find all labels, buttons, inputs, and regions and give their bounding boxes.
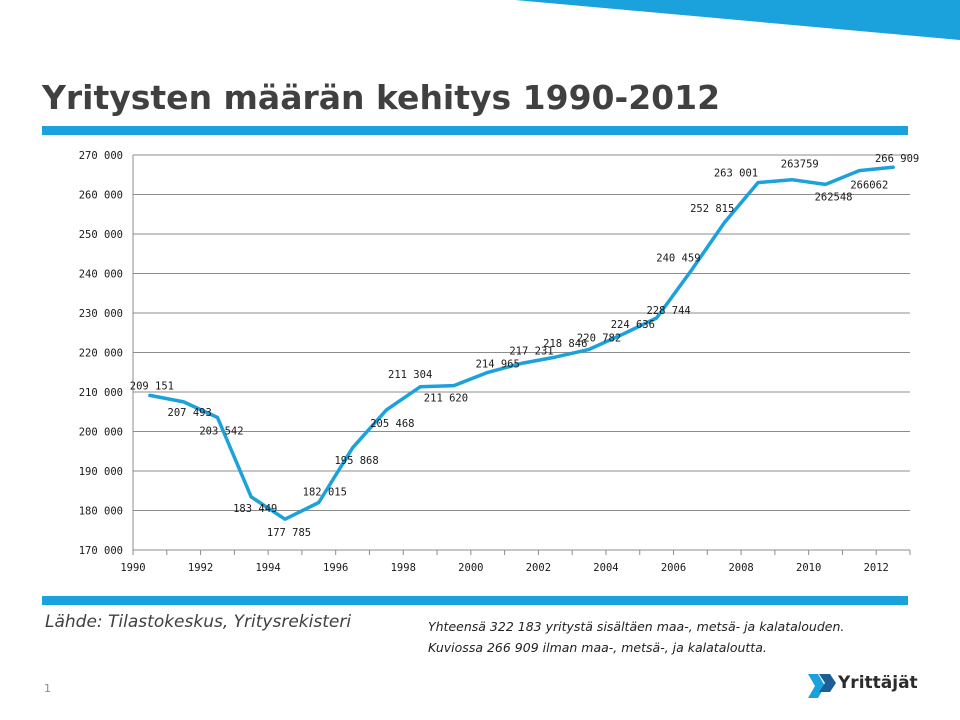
x-tick-label: 1990 bbox=[120, 562, 145, 574]
footer-divider bbox=[42, 596, 908, 605]
y-tick-label: 230 000 bbox=[79, 308, 123, 320]
data-label: 183 449 bbox=[233, 503, 277, 515]
x-tick-label: 1994 bbox=[255, 562, 280, 574]
x-tick-label: 2006 bbox=[661, 562, 686, 574]
data-label: 252 815 bbox=[690, 203, 734, 215]
data-point bbox=[418, 385, 422, 389]
data-point bbox=[587, 348, 591, 351]
data-point bbox=[858, 169, 861, 172]
data-point bbox=[689, 270, 692, 273]
data-label: 182 015 bbox=[303, 487, 347, 499]
axes bbox=[132, 155, 911, 555]
data-label: 211 620 bbox=[424, 393, 468, 405]
x-tick-label: 2004 bbox=[593, 562, 618, 574]
x-tick-label: 2002 bbox=[526, 562, 551, 574]
y-tick-label: 180 000 bbox=[79, 506, 123, 518]
y-tick-label: 270 000 bbox=[79, 150, 123, 162]
data-point bbox=[452, 384, 456, 387]
data-label: 207 493 bbox=[168, 407, 212, 419]
data-point bbox=[182, 400, 185, 404]
data-label: 218 846 bbox=[543, 338, 587, 350]
x-tick-label: 1992 bbox=[188, 562, 213, 574]
y-axis-tick-labels: 170 000 180 000 190 000 200 000 210 000 220 0… bbox=[79, 150, 123, 557]
y-tick-label: 210 000 bbox=[79, 387, 123, 399]
y-tick-label: 260 000 bbox=[79, 190, 123, 202]
y-tick-label: 200 000 bbox=[79, 427, 123, 439]
data-point bbox=[351, 446, 354, 450]
data-point bbox=[891, 166, 895, 169]
data-point bbox=[554, 355, 557, 359]
data-label: 209 151 bbox=[130, 380, 174, 392]
data-label: 266 909 bbox=[875, 153, 919, 165]
y-tick-label: 170 000 bbox=[79, 545, 123, 557]
x-tick-label: 1998 bbox=[391, 562, 416, 574]
line-chart: 170 000 180 000 190 000 200 000 210 000 220 0… bbox=[79, 150, 920, 574]
x-tick-label: 2000 bbox=[458, 562, 483, 574]
data-label: 195 868 bbox=[334, 455, 378, 467]
data-point bbox=[385, 408, 388, 412]
logo-text: Yrittäjät bbox=[838, 673, 918, 693]
data-label: 240 459 bbox=[656, 253, 700, 265]
data-point bbox=[621, 332, 625, 336]
data-label: 211 304 bbox=[388, 369, 432, 381]
data-point bbox=[756, 181, 760, 184]
data-label: 205 468 bbox=[370, 418, 414, 430]
logo-mark-icon bbox=[808, 674, 836, 698]
x-tick-label: 2010 bbox=[796, 562, 821, 574]
data-label: 177 785 bbox=[267, 527, 311, 539]
data-point bbox=[317, 501, 321, 504]
data-label: 224 636 bbox=[611, 319, 655, 331]
data-point bbox=[520, 362, 523, 365]
series-line bbox=[148, 165, 895, 521]
note-chart: Kuviossa 266 909 ilman maa-, metsä-, ja … bbox=[428, 640, 767, 655]
note-total: Yhteensä 322 183 yritystä sisältäen maa-… bbox=[428, 619, 845, 634]
data-label: 263759 bbox=[781, 159, 819, 171]
data-point bbox=[283, 518, 287, 521]
data-label: 263 001 bbox=[714, 168, 758, 180]
y-tick-label: 220 000 bbox=[79, 348, 123, 360]
data-label: 266062 bbox=[850, 180, 888, 192]
gridlines bbox=[133, 154, 910, 511]
data-point bbox=[790, 178, 793, 181]
data-point bbox=[216, 416, 219, 419]
data-point bbox=[655, 316, 658, 320]
series-line-path bbox=[148, 165, 895, 521]
data-labels: 209 151 207 493 203 542 183 449 177 785 182 0… bbox=[130, 153, 919, 539]
title-divider bbox=[42, 126, 908, 135]
x-tick-label: 1996 bbox=[323, 562, 348, 574]
data-point bbox=[722, 221, 726, 225]
page-number: 1 bbox=[44, 682, 51, 695]
data-point bbox=[824, 183, 827, 186]
y-tick-label: 240 000 bbox=[79, 269, 123, 281]
data-label: 203 542 bbox=[199, 426, 243, 438]
data-label: 214 965 bbox=[476, 358, 520, 370]
top-accent-stripe bbox=[515, 0, 960, 40]
x-tick-label: 2012 bbox=[864, 562, 889, 574]
data-label: 217 231 bbox=[509, 345, 553, 357]
y-tick-label: 250 000 bbox=[79, 229, 123, 241]
data-label: 262548 bbox=[815, 191, 853, 203]
y-tick-label: 190 000 bbox=[79, 466, 123, 478]
yrittajat-logo: Yrittäjät bbox=[808, 668, 938, 704]
x-axis-tick-labels: 1990 1992 1994 1996 1998 2000 2002 2004 2006 2008… bbox=[120, 562, 889, 574]
data-label: 220 782 bbox=[577, 332, 621, 344]
source-text: Lähde: Tilastokeskus, Yritysrekisteri bbox=[45, 612, 352, 632]
data-point bbox=[250, 495, 253, 499]
page-title: Yritysten määrän kehitys 1990-2012 bbox=[42, 78, 721, 117]
data-label: 228 744 bbox=[646, 305, 690, 317]
x-tick-label: 2008 bbox=[728, 562, 753, 574]
data-point bbox=[148, 394, 152, 397]
data-point bbox=[486, 371, 489, 374]
